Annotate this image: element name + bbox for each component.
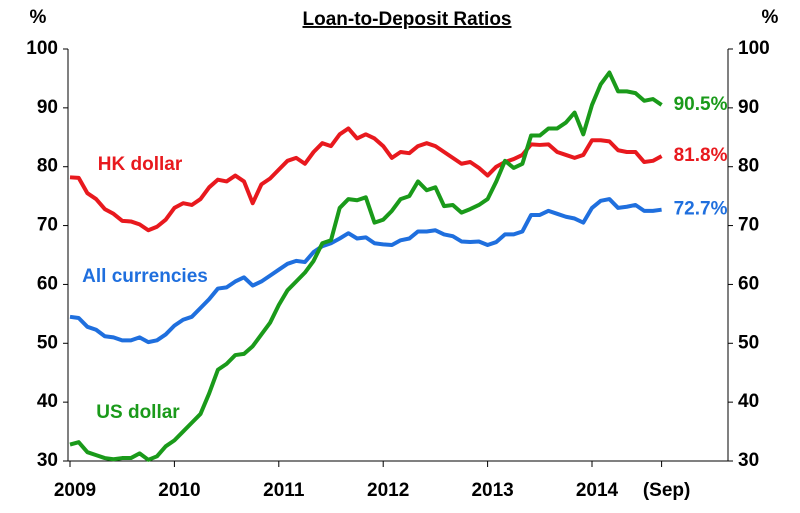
y2-tick-label: 90 <box>738 97 759 118</box>
series-line <box>69 126 663 233</box>
y-tick-label: 90 <box>37 97 58 118</box>
x-tick-label: (Sep) <box>643 480 691 501</box>
y-tick-label: 30 <box>37 450 58 471</box>
y2-tick-label: 70 <box>738 215 759 236</box>
end-label: 81.8% <box>674 145 728 166</box>
x-tick-label: 2012 <box>367 480 409 501</box>
x-tick-label: 2010 <box>158 480 200 501</box>
y2-tick-label: 50 <box>738 332 759 353</box>
y-tick-label: 80 <box>37 156 58 177</box>
y2-tick-label: 40 <box>738 391 759 412</box>
series-line <box>69 197 662 345</box>
y2-unit: % <box>762 7 779 28</box>
y2-tick-label: 100 <box>738 38 770 59</box>
y2-tick-label: 80 <box>738 156 759 177</box>
y2-tick-label: 30 <box>738 450 759 471</box>
x-tick-label: 2009 <box>54 480 96 501</box>
y-tick-label: 70 <box>37 215 58 236</box>
x-tick-label: 2013 <box>471 480 513 501</box>
y-tick-label: 60 <box>37 273 58 294</box>
y-tick-label: 100 <box>26 38 58 59</box>
y-unit: % <box>30 7 47 28</box>
chart-title: Loan-to-Deposit Ratios <box>303 9 512 30</box>
y-tick-label: 50 <box>37 332 58 353</box>
x-tick-label: 2011 <box>263 480 305 501</box>
series-label: All currencies <box>82 266 208 287</box>
end-label: 90.5% <box>674 94 728 115</box>
end-label: 72.7% <box>674 199 728 220</box>
series-label: HK dollar <box>98 154 183 175</box>
y-tick-label: 40 <box>37 391 58 412</box>
series-line <box>69 70 663 462</box>
series-label: US dollar <box>96 402 180 423</box>
y2-tick-label: 60 <box>738 273 759 294</box>
x-tick-label: 2014 <box>576 480 619 501</box>
